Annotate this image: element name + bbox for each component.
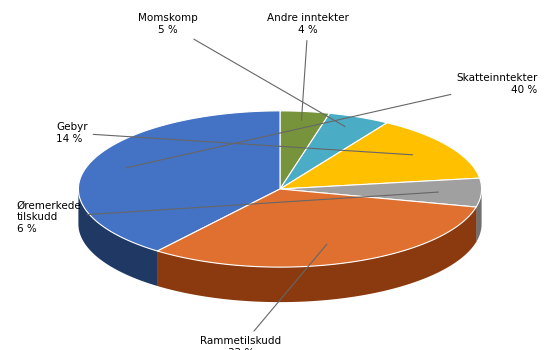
Text: Gebyr
14 %: Gebyr 14 % [56,122,413,155]
Text: Momskomp
5 %: Momskomp 5 % [138,13,345,127]
Polygon shape [280,189,476,242]
Polygon shape [280,178,482,207]
Text: Rammetilskudd
32 %: Rammetilskudd 32 % [200,244,327,350]
Text: Andre inntekter
4 %: Andre inntekter 4 % [267,13,349,120]
Polygon shape [157,207,476,302]
Polygon shape [157,189,280,286]
Polygon shape [280,123,479,189]
Polygon shape [78,111,280,251]
Polygon shape [280,189,476,242]
Polygon shape [280,113,387,189]
Text: Øremerkede
tilskudd
6 %: Øremerkede tilskudd 6 % [17,192,438,233]
Polygon shape [78,189,157,286]
Polygon shape [157,189,280,286]
Polygon shape [157,189,476,267]
Polygon shape [476,189,482,242]
Text: Skatteinntekter
40 %: Skatteinntekter 40 % [126,73,538,168]
Polygon shape [280,111,330,189]
